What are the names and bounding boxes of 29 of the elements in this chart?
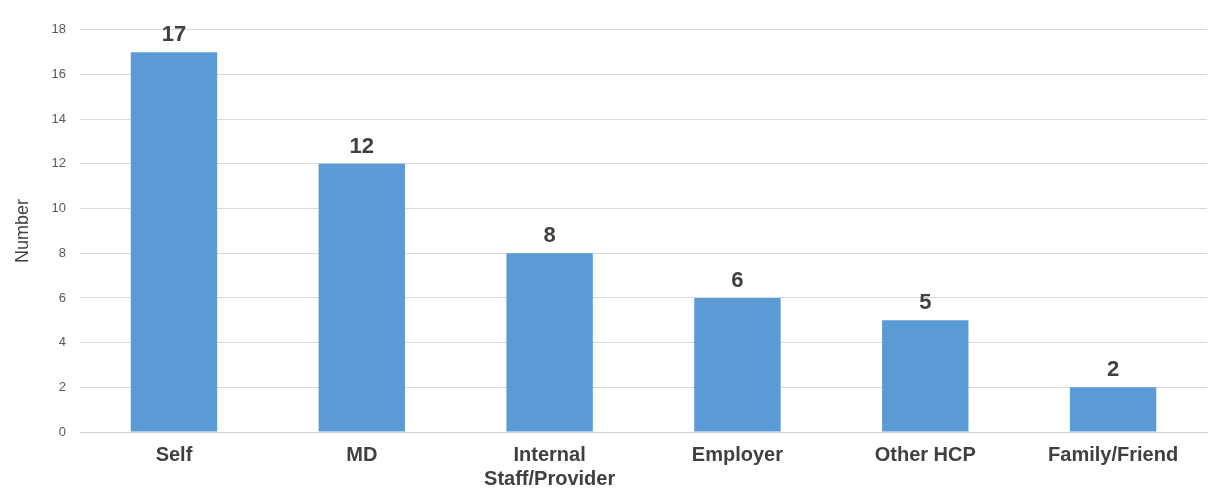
y-tick-label: 4 bbox=[58, 334, 67, 350]
x-tick-label: Self bbox=[155, 442, 193, 465]
data-label: 12 bbox=[349, 132, 375, 158]
bar bbox=[1069, 387, 1157, 432]
y-tick-label: 16 bbox=[51, 66, 67, 82]
x-tick-label: Other HCP bbox=[874, 442, 976, 465]
x-tick-label: MD bbox=[346, 442, 378, 465]
data-label: 6 bbox=[731, 267, 744, 292]
bar bbox=[694, 297, 781, 432]
x-tick-label: Employer bbox=[691, 442, 784, 465]
y-tick-label: 18 bbox=[51, 21, 67, 37]
y-tick-label: 6 bbox=[58, 289, 67, 305]
data-label: 8 bbox=[543, 222, 556, 248]
y-tick-label: 8 bbox=[58, 244, 67, 260]
bar bbox=[130, 52, 218, 432]
y-tick-label: 0 bbox=[58, 423, 67, 439]
x-tick-label: Internal Staff/Provider bbox=[484, 442, 616, 489]
y-tick-label: 2 bbox=[58, 378, 67, 394]
y-tick-label: 14 bbox=[51, 110, 67, 126]
bar bbox=[318, 163, 405, 432]
y-tick-label: 10 bbox=[51, 200, 67, 216]
y-axis-title: Number bbox=[11, 198, 32, 263]
data-label: 2 bbox=[1106, 356, 1120, 382]
bar bbox=[506, 253, 593, 432]
bar bbox=[882, 320, 969, 432]
x-tick-label: Family/Friend bbox=[1048, 442, 1179, 465]
data-label: 17 bbox=[161, 21, 187, 47]
data-label: 5 bbox=[919, 289, 932, 315]
y-tick-label: 12 bbox=[51, 155, 67, 171]
